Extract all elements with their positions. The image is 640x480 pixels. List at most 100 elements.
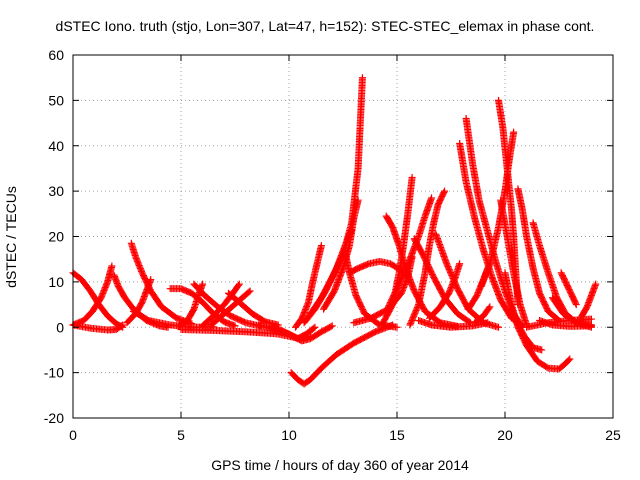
data-point: [310, 324, 318, 332]
data-point: [495, 323, 503, 331]
x-axis-label: GPS time / hours of day 360 of year 2014: [211, 457, 469, 473]
data-point: [414, 302, 422, 310]
data-point: [566, 355, 574, 363]
data-point: [311, 323, 319, 331]
x-tick-label: 15: [389, 427, 405, 443]
x-tick-label: 0: [69, 427, 77, 443]
data-point: [398, 274, 406, 282]
data-point: [396, 279, 404, 287]
data-series: [501, 269, 574, 373]
data-point: [393, 323, 401, 331]
data-point: [446, 267, 454, 275]
data-series: [557, 269, 580, 309]
data-point: [452, 280, 460, 288]
data-point: [443, 260, 451, 268]
x-axis-ticks: 0 5 10 15 20 25: [69, 55, 621, 443]
data-point: [449, 274, 457, 282]
data-series: [415, 316, 492, 331]
data-point: [538, 346, 546, 354]
data-series: [406, 187, 449, 329]
data-point: [117, 322, 125, 330]
y-tick-label: 20: [48, 229, 64, 245]
data-point: [402, 265, 410, 273]
data-point: [404, 260, 412, 268]
data-point: [510, 128, 518, 136]
data-series: [69, 269, 127, 331]
data-point: [234, 281, 242, 289]
data-point: [452, 282, 460, 290]
x-tick-label: 20: [497, 427, 513, 443]
data-point: [565, 356, 573, 364]
data-point: [398, 273, 406, 281]
y-tick-label: 40: [48, 138, 64, 154]
data-point: [401, 267, 409, 275]
data-point: [245, 288, 253, 296]
y-axis-label: dSTEC / TECUs: [3, 186, 19, 288]
data-point: [395, 280, 403, 288]
data-point: [397, 276, 405, 284]
data-point: [445, 264, 453, 272]
chart-title: dSTEC Iono. truth (stjo, Lon=307, Lat=47…: [56, 18, 595, 34]
data-point: [443, 261, 451, 269]
data-point: [441, 187, 449, 195]
y-tick-label: 10: [48, 274, 64, 290]
data-series: [291, 242, 325, 331]
data-series: [69, 321, 127, 334]
x-tick-label: 10: [281, 427, 297, 443]
data-point: [399, 271, 407, 279]
y-tick-label: 60: [48, 47, 64, 63]
data-point: [408, 174, 416, 182]
data-point: [403, 261, 411, 269]
data-point: [119, 321, 127, 329]
data-point: [428, 194, 436, 202]
data-point: [235, 280, 243, 288]
data-point: [403, 263, 411, 271]
data-series: [268, 322, 336, 345]
data-point: [317, 242, 325, 250]
data-point: [572, 301, 580, 309]
data-point: [108, 262, 116, 270]
data-point: [448, 273, 456, 281]
grid-lines: [73, 55, 613, 418]
data-point: [354, 196, 362, 204]
data-series: [432, 230, 503, 331]
y-tick-label: -20: [44, 410, 64, 426]
data-point: [445, 266, 453, 274]
data-point: [486, 303, 494, 311]
y-axis-ticks: -20 -10 0 10 20 30 40 50 60: [44, 47, 613, 426]
data-point: [448, 271, 456, 279]
x-tick-label: 25: [605, 427, 621, 443]
data-point: [450, 276, 458, 284]
data-point: [328, 322, 336, 330]
data-point: [400, 270, 408, 278]
data-series: [410, 235, 474, 327]
data-series: [384, 194, 436, 311]
data-point: [587, 323, 595, 331]
data-series: [287, 321, 397, 388]
data-point: [447, 270, 455, 278]
data-series: [514, 185, 563, 324]
data-point: [592, 280, 600, 288]
data-point: [450, 277, 458, 285]
data-point: [446, 269, 454, 277]
data-point: [246, 287, 254, 295]
data-series: [577, 280, 600, 322]
data-point: [199, 280, 207, 288]
y-tick-label: -10: [44, 365, 64, 381]
data-point: [456, 260, 464, 268]
data-point: [405, 258, 413, 266]
data-point: [327, 323, 335, 331]
data-series: [471, 303, 494, 327]
data-point: [402, 264, 410, 272]
data-point: [440, 188, 448, 196]
data-points: [69, 74, 600, 388]
data-series: [523, 315, 595, 331]
x-tick-label: 5: [177, 427, 185, 443]
data-series: [497, 196, 531, 329]
data-point: [400, 268, 408, 276]
data-point: [451, 279, 459, 287]
data-point: [396, 277, 404, 285]
data-point: [572, 299, 580, 307]
data-series: [320, 196, 362, 313]
